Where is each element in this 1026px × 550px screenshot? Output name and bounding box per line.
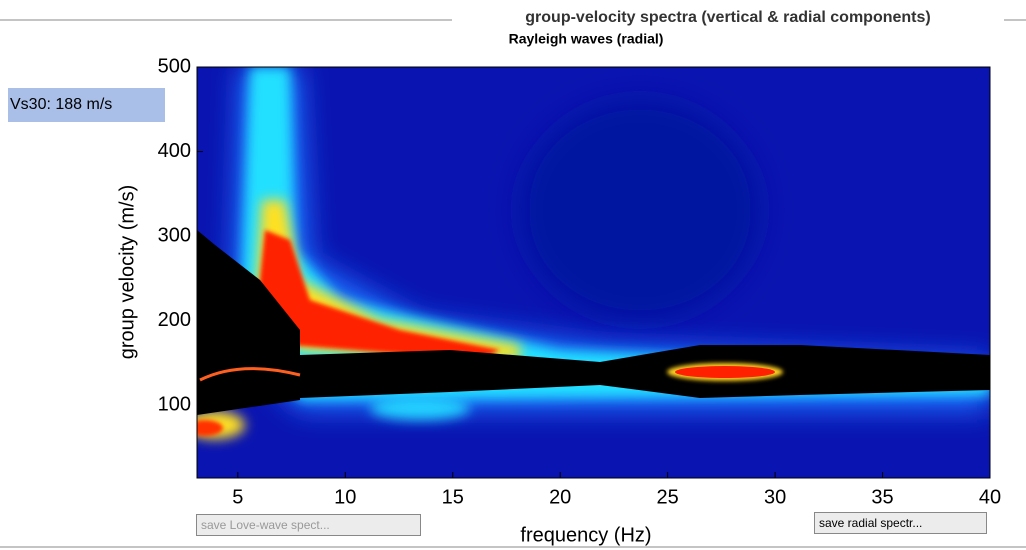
vs30-label: Vs30: 188 m/s [8, 88, 165, 122]
y-tick-label: 200 [158, 309, 191, 331]
x-tick-label: 5 [232, 486, 243, 508]
x-axis-label: frequency (Hz) [520, 524, 651, 546]
x-tick-label: 25 [657, 486, 679, 508]
chart-title: Rayleigh waves (radial) [509, 31, 664, 47]
y-tick-label: 400 [158, 140, 191, 162]
y-tick-label: 300 [158, 224, 191, 246]
plot-frame [196, 66, 991, 479]
x-tick-label: 35 [871, 486, 893, 508]
y-axis-label: group velocity (m/s) [116, 185, 138, 360]
save-radial-button[interactable]: save radial spectr... [814, 512, 987, 534]
y-tick-label: 100 [158, 394, 191, 416]
x-tick-label: 10 [334, 486, 356, 508]
x-tick-label: 40 [979, 486, 1001, 508]
x-tick-label: 30 [764, 486, 786, 508]
x-tick-label: 20 [549, 486, 571, 508]
x-tick-label: 15 [442, 486, 464, 508]
y-tick-label: 500 [158, 55, 191, 77]
spectrum-image [197, 67, 990, 478]
panel-title: group-velocity spectra (vertical & radia… [525, 9, 930, 26]
save-love-button: save Love-wave spect... [196, 514, 421, 536]
